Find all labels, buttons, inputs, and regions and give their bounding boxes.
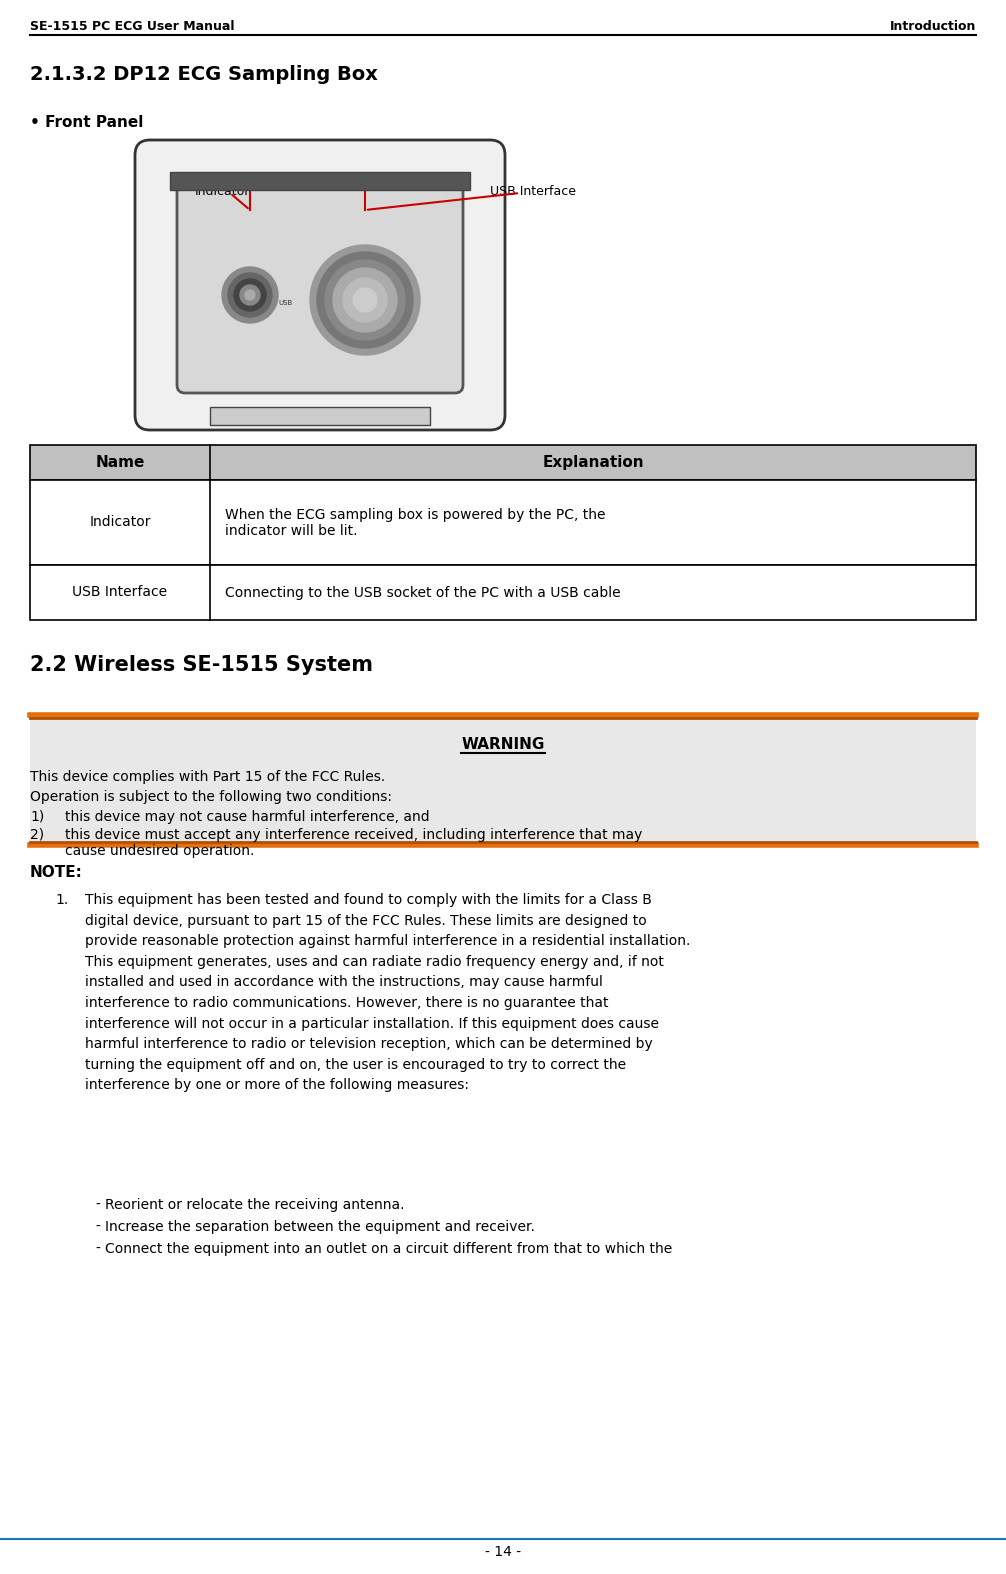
Text: Indicator: Indicator [195,186,250,198]
Bar [170,172,470,190]
Text: Explanation: Explanation [542,455,644,471]
FancyBboxPatch shape [135,140,505,430]
Bar [30,480,976,565]
Circle shape [222,268,278,323]
Text: Connect the equipment into an outlet on a circuit different from that to which t: Connect the equipment into an outlet on … [105,1242,672,1256]
FancyBboxPatch shape [177,176,463,394]
Text: 1): 1) [30,811,44,825]
Bar [30,565,976,620]
Text: Increase the separation between the equipment and receiver.: Increase the separation between the equi… [105,1220,535,1234]
Text: this device may not cause harmful interference, and: this device may not cause harmful interf… [65,811,430,825]
Circle shape [310,246,420,356]
Circle shape [333,268,397,332]
Circle shape [228,272,272,316]
Bar [210,408,430,425]
Text: Connecting to the USB socket of the PC with a USB cable: Connecting to the USB socket of the PC w… [225,586,621,600]
Text: this device must accept any interference received, including interference that m: this device must accept any interference… [65,828,643,858]
Text: NOTE:: NOTE: [30,866,82,880]
Text: 2.1.3.2 DP12 ECG Sampling Box: 2.1.3.2 DP12 ECG Sampling Box [30,65,378,83]
Text: 2.2 Wireless SE-1515 System: 2.2 Wireless SE-1515 System [30,655,373,675]
Text: 2): 2) [30,828,44,842]
Text: -: - [95,1242,100,1256]
Text: USB: USB [278,301,293,305]
Text: When the ECG sampling box is powered by the PC, the
indicator will be lit.: When the ECG sampling box is powered by … [225,508,606,538]
Text: 1.: 1. [55,892,68,907]
Circle shape [234,279,266,312]
Circle shape [325,260,405,340]
Circle shape [343,279,387,323]
Text: USB Interface: USB Interface [72,586,168,600]
Text: This equipment has been tested and found to comply with the limits for a Class B: This equipment has been tested and found… [85,892,690,1092]
Text: USB Interface: USB Interface [490,186,576,198]
Text: Introduction: Introduction [889,20,976,33]
Text: - 14 -: - 14 - [485,1546,521,1558]
Text: This device complies with Part 15 of the FCC Rules.: This device complies with Part 15 of the… [30,770,385,784]
Text: WARNING: WARNING [462,737,544,752]
Text: Indicator: Indicator [90,516,151,529]
Text: SE-1515 PC ECG User Manual: SE-1515 PC ECG User Manual [30,20,234,33]
Circle shape [317,252,413,348]
Circle shape [240,285,260,305]
Text: Name: Name [96,455,145,471]
Circle shape [245,290,255,301]
Text: Operation is subject to the following two conditions:: Operation is subject to the following tw… [30,790,392,804]
Text: Reorient or relocate the receiving antenna.: Reorient or relocate the receiving anten… [105,1198,404,1212]
Circle shape [353,288,377,312]
Bar [30,445,976,480]
Text: -: - [95,1198,100,1212]
Text: -: - [95,1220,100,1234]
Bar [30,715,976,845]
Text: • Front Panel: • Front Panel [30,115,144,131]
